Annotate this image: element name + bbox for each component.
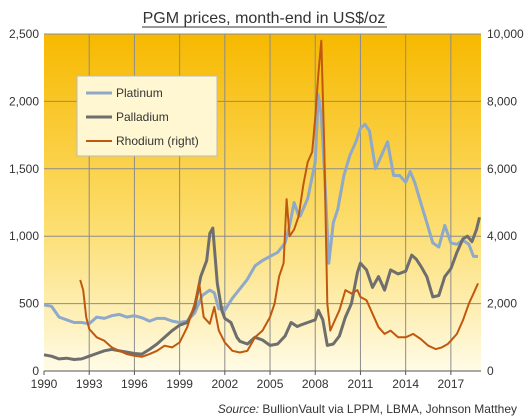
y-left-tick-label: 0 [32, 364, 39, 378]
legend-label-rhodium: Rhodium (right) [116, 134, 199, 148]
x-tick-label: 2005 [257, 377, 284, 391]
x-tick-label: 1999 [166, 377, 193, 391]
axes: 0 500 1,000 1,500 2,000 2,500 0 2,000 4,000 6,000… [9, 27, 524, 391]
series-line-rhodium-right [79, 39, 479, 358]
series-line-palladium [43, 216, 481, 361]
y-right-tick-label: 8,000 [487, 94, 517, 108]
y-right-tick-label: 0 [487, 364, 494, 378]
legend-label-platinum: Platinum [116, 86, 163, 100]
legend-label-palladium: Palladium [116, 110, 169, 124]
source-text: BullionVault via LPPM, LBMA, Johnson Mat… [262, 402, 517, 416]
y-right-tick-label: 6,000 [487, 162, 517, 176]
y-left-tick-label: 1,000 [9, 229, 39, 243]
series-lines [43, 39, 481, 361]
x-tick-label: 1993 [76, 377, 103, 391]
y-left-tick-label: 2,500 [9, 27, 39, 41]
x-tick-label: 1990 [31, 377, 58, 391]
x-tick-label: 2014 [392, 377, 419, 391]
y-right-tick-label: 10,000 [487, 27, 524, 41]
chart-title: PGM prices, month-end in US$/oz [143, 10, 386, 27]
x-tick-label: 2008 [302, 377, 329, 391]
source-note: Source: BullionVault via LPPM, LBMA, Joh… [218, 402, 517, 416]
y-left-tick-label: 1,500 [9, 162, 39, 176]
y-left-tick-label: 500 [19, 297, 39, 311]
x-tick-label: 2002 [211, 377, 238, 391]
source-prefix: Source: [218, 402, 259, 416]
y-right-tick-label: 4,000 [487, 229, 517, 243]
series-line-platinum [43, 93, 478, 326]
legend: Platinum Palladium Rhodium (right) [76, 75, 218, 157]
x-tick-label: 2017 [438, 377, 465, 391]
y-left-tick-label: 2,000 [9, 94, 39, 108]
x-tick-label: 2011 [348, 377, 374, 391]
y-right-tick-label: 2,000 [487, 297, 517, 311]
x-tick-label: 1996 [121, 377, 148, 391]
